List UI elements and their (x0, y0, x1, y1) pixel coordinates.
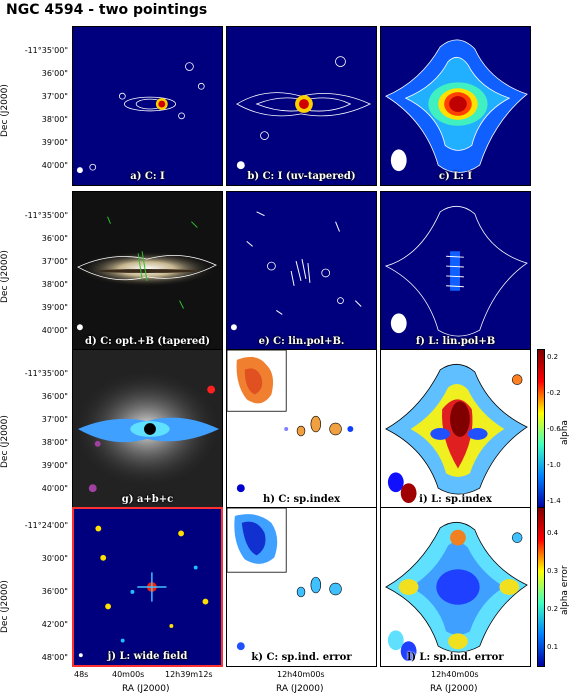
panel-i: i) L: sp.index (380, 349, 531, 509)
colorbar-alpha-error (537, 507, 545, 667)
panel-a-map (76, 62, 205, 174)
panel-j: j) L: wide field (72, 507, 223, 667)
dec-tick-row3-2: 37'00" (41, 415, 68, 424)
panel-a-label: a) C: I (130, 171, 165, 182)
panel-g-map (73, 369, 222, 493)
panel-d-map (76, 216, 217, 331)
dec-tick-row1-2: 37'00" (41, 92, 68, 101)
ra-tick-wide-2: 12h39m12s (165, 670, 213, 679)
panel-f-map (384, 205, 528, 337)
panel-e-map (230, 211, 362, 331)
dec-tick-row2-5: 40'00" (41, 326, 68, 335)
ra-label-k: RA (J2000) (276, 684, 324, 694)
colorbar-alpha-tick-4: -1.4 (547, 497, 561, 505)
colorbar-alpha-error-tick-1: 0.3 (547, 567, 559, 575)
dec-tick-row3-3: 38'00" (41, 438, 68, 447)
panel-f-label: f) L: lin.pol+B (415, 336, 496, 347)
panel-g-label: g) a+b+c (121, 494, 174, 505)
dec-tick-row2-4: 39'00" (41, 303, 68, 312)
dec-tick-row1-1: 36'00" (41, 69, 68, 78)
colorbar-alpha-tick-2: -0.6 (547, 425, 561, 433)
ra-tick-wide-1: 40m00s (112, 670, 145, 679)
colorbar-alpha-error-tick-3: 0.1 (547, 643, 559, 651)
colorbar-alpha (537, 349, 545, 509)
dec-tick-row2-0: -11°35'00" (24, 211, 68, 220)
dec-axis-label-row2: Dec (J2000) (0, 250, 10, 303)
dec-tick-wide-1: 30'00" (41, 554, 68, 563)
dec-tick-row3-5: 40'00" (41, 484, 68, 493)
panel-i-label: i) L: sp.index (419, 494, 492, 505)
panel-k-label: k) C: sp.ind. error (251, 652, 352, 663)
panel-d-label: d) C: opt.+B (tapered) (85, 336, 210, 347)
colorbar-alpha-tick-3: -1.0 (547, 461, 561, 469)
panel-c: c) L: I (380, 26, 531, 186)
colorbar-alpha-error-tick-0: 0.4 (547, 529, 559, 537)
panel-b: b) C: I (uv-tapered) (226, 26, 377, 186)
panel-c-map (385, 39, 528, 173)
dec-axis-label-row3: Dec (J2000) (0, 415, 10, 468)
panel-j-label: j) L: wide field (107, 651, 188, 662)
dec-tick-row3-1: 36'00" (41, 392, 68, 401)
ra-tick-wide-0: 48s (74, 670, 89, 679)
dec-tick-row3-0: -11°35'00" (24, 369, 68, 378)
panel-e-label: e) C: lin.pol+B. (258, 336, 345, 347)
panel-k-map (227, 508, 342, 651)
panel-j-map (78, 525, 209, 658)
ra-tick-l: 12h40m00s (431, 670, 479, 679)
panel-l-map (385, 521, 528, 662)
dec-tick-row1-3: 38'00" (41, 115, 68, 124)
panel-c-label: c) L: I (438, 171, 473, 182)
dec-tick-row1-5: 40'00" (41, 161, 68, 170)
panel-i-map (385, 363, 528, 504)
dec-tick-row1-4: 39'00" (41, 138, 68, 147)
dec-tick-wide-0: -11°24'00" (24, 521, 68, 530)
dec-axis-label-row4: Dec (J2000) (0, 580, 10, 633)
panel-h: h) C: sp.index (226, 349, 377, 509)
colorbar-alpha-error-tick-2: 0.2 (547, 605, 559, 613)
panel-e: e) C: lin.pol+B. (226, 191, 377, 351)
colorbar-alpha-tick-0: 0.2 (547, 353, 559, 361)
ra-label-j: RA (J2000) (122, 684, 170, 694)
dec-tick-row1-0: -11°35'00" (24, 46, 68, 55)
panel-k: k) C: sp.ind. error (226, 507, 377, 667)
panel-a: a) C: I (72, 26, 223, 186)
colorbar-alpha-tick-1: -0.2 (547, 389, 561, 397)
panel-g: g) a+b+c (72, 349, 223, 509)
dec-tick-wide-4: 48'00" (41, 653, 68, 662)
dec-tick-wide-3: 42'00" (41, 620, 68, 629)
dec-tick-row3-4: 39'00" (41, 461, 68, 470)
panel-b-map (236, 56, 372, 170)
dec-axis-label-row1: Dec (J2000) (0, 84, 10, 137)
dec-tick-row2-1: 36'00" (41, 234, 68, 243)
panel-h-label: h) C: sp.index (262, 494, 341, 505)
ra-label-l: RA (J2000) (430, 684, 478, 694)
ra-tick-k: 12h40m00s (277, 670, 325, 679)
dec-tick-row2-3: 38'00" (41, 280, 68, 289)
dec-tick-wide-2: 36'00" (41, 587, 68, 596)
panel-l: l) L: sp.ind. error (380, 507, 531, 667)
colorbar-alpha-error-label: alpha error (560, 565, 570, 615)
colorbar-alpha-label: alpha (560, 420, 570, 445)
panel-b-label: b) C: I (uv-tapered) (247, 171, 356, 182)
dec-tick-row2-2: 37'00" (41, 257, 68, 266)
panel-h-map (227, 350, 354, 493)
panel-f: f) L: lin.pol+B (380, 191, 531, 351)
panel-d: d) C: opt.+B (tapered) (72, 191, 223, 351)
panel-l-label: l) L: sp.ind. error (407, 652, 504, 663)
figure-title: NGC 4594 - two pointings (6, 2, 208, 18)
